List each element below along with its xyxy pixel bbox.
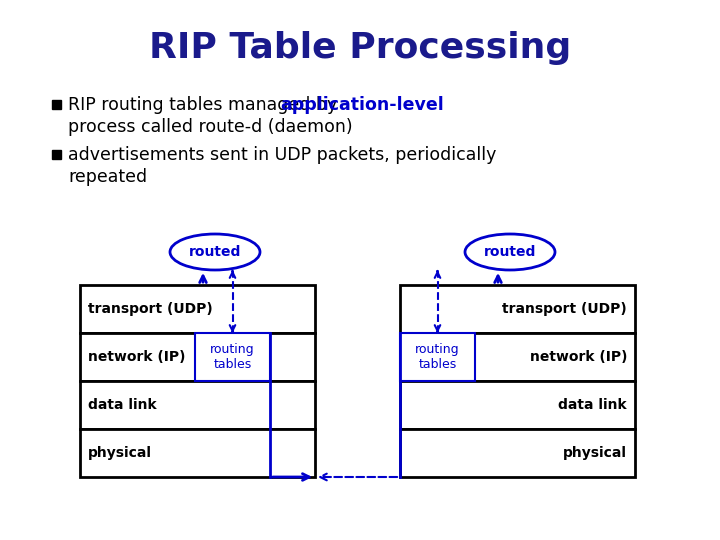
Text: data link: data link xyxy=(559,398,627,412)
Text: RIP Table Processing: RIP Table Processing xyxy=(149,31,571,65)
Bar xyxy=(80,285,315,333)
Bar xyxy=(400,333,475,381)
Bar xyxy=(80,429,315,477)
Bar xyxy=(400,285,635,333)
Bar xyxy=(52,150,61,159)
Text: routed: routed xyxy=(484,245,536,259)
Text: transport (UDP): transport (UDP) xyxy=(503,302,627,316)
Text: application-level: application-level xyxy=(280,96,444,114)
Text: routing
tables: routing tables xyxy=(415,343,460,371)
Text: network (IP): network (IP) xyxy=(88,350,186,364)
Text: routing
tables: routing tables xyxy=(210,343,255,371)
Bar xyxy=(195,333,270,381)
Text: routed: routed xyxy=(189,245,241,259)
Text: data link: data link xyxy=(88,398,157,412)
Bar xyxy=(400,429,635,477)
Bar xyxy=(400,333,635,381)
Bar xyxy=(52,100,61,109)
Bar xyxy=(400,381,635,429)
Text: repeated: repeated xyxy=(68,168,147,186)
Bar xyxy=(80,381,315,429)
Text: advertisements sent in UDP packets, periodically: advertisements sent in UDP packets, peri… xyxy=(68,146,496,164)
Ellipse shape xyxy=(170,234,260,270)
Text: physical: physical xyxy=(88,446,152,460)
Text: process called route-d (daemon): process called route-d (daemon) xyxy=(68,118,353,136)
Text: transport (UDP): transport (UDP) xyxy=(88,302,212,316)
Text: physical: physical xyxy=(563,446,627,460)
Text: network (IP): network (IP) xyxy=(529,350,627,364)
Bar xyxy=(80,333,315,381)
Text: RIP routing tables managed by: RIP routing tables managed by xyxy=(68,96,343,114)
Ellipse shape xyxy=(465,234,555,270)
